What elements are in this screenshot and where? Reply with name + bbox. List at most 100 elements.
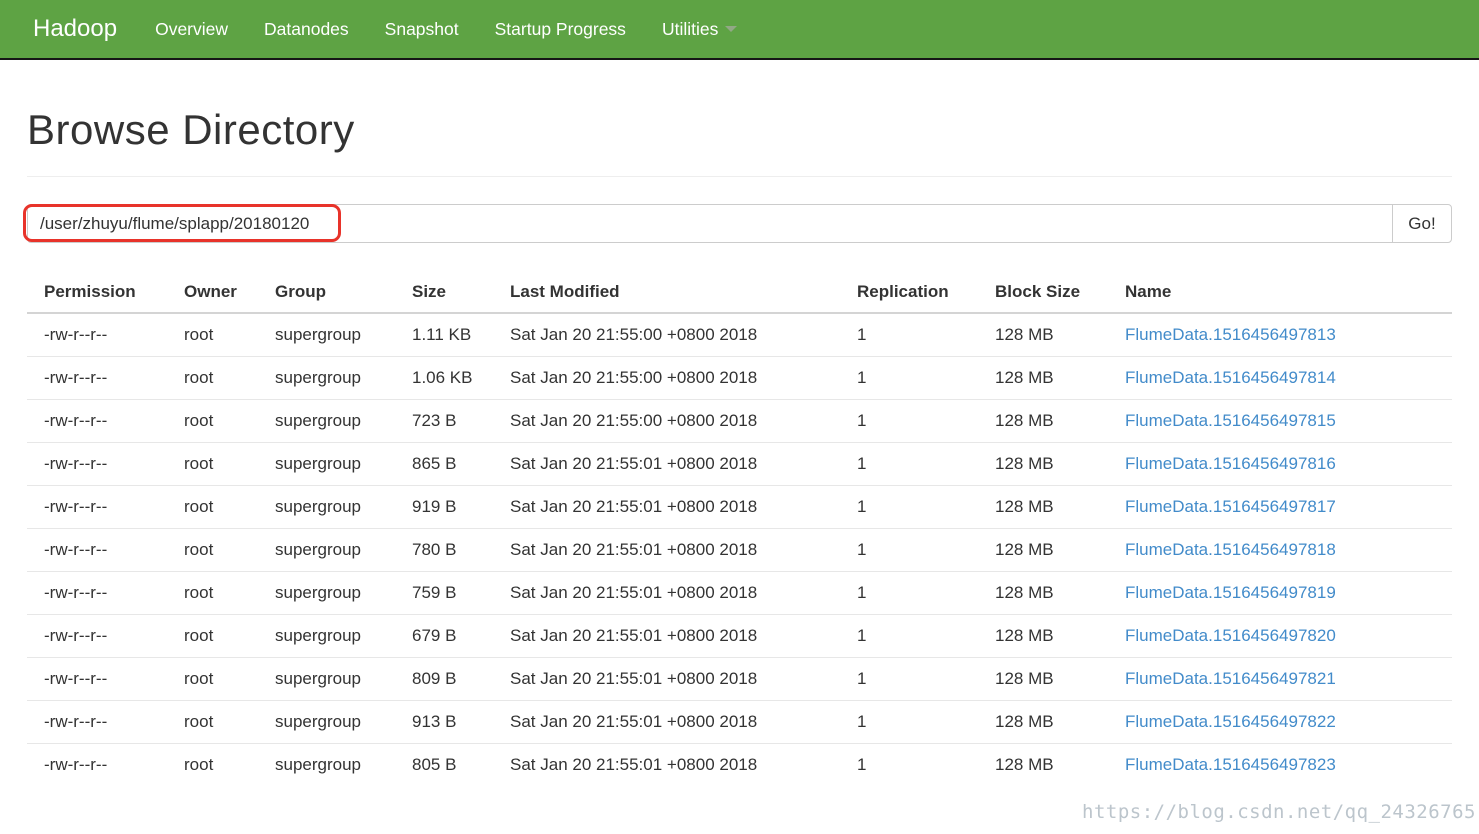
table-row: -rw-r--r-- root supergroup 679 B Sat Jan… bbox=[27, 614, 1452, 658]
replication-cell: 1 bbox=[840, 442, 978, 486]
size-cell: 865 B bbox=[395, 442, 493, 486]
nav-item-startup-progress[interactable]: Startup Progress bbox=[494, 18, 626, 39]
file-link[interactable]: FlumeData.1516456497816 bbox=[1125, 454, 1336, 473]
group-cell: supergroup bbox=[258, 528, 395, 572]
replication-cell: 1 bbox=[840, 700, 978, 744]
go-button[interactable]: Go! bbox=[1392, 204, 1452, 243]
file-link[interactable]: FlumeData.1516456497818 bbox=[1125, 540, 1336, 559]
caret-down-icon bbox=[725, 26, 738, 32]
owner-cell: root bbox=[167, 743, 258, 786]
block-size-cell: 128 MB bbox=[978, 700, 1108, 744]
name-cell: FlumeData.1516456497817 bbox=[1108, 485, 1452, 529]
directory-path-input[interactable] bbox=[27, 204, 1393, 243]
permission-cell: -rw-r--r-- bbox=[27, 571, 167, 615]
column-header-block-size: Block Size bbox=[978, 272, 1108, 314]
file-link[interactable]: FlumeData.1516456497823 bbox=[1125, 755, 1336, 774]
nav-item-overview[interactable]: Overview bbox=[155, 18, 229, 39]
file-link[interactable]: FlumeData.1516456497817 bbox=[1125, 497, 1336, 516]
table-header-row: Permission Owner Group Size Last Modifie… bbox=[27, 272, 1452, 314]
name-cell: FlumeData.1516456497816 bbox=[1108, 442, 1452, 486]
group-cell: supergroup bbox=[258, 743, 395, 786]
file-link[interactable]: FlumeData.1516456497822 bbox=[1125, 712, 1336, 731]
last-modified-cell: Sat Jan 20 21:55:01 +0800 2018 bbox=[493, 571, 840, 615]
block-size-cell: 128 MB bbox=[978, 356, 1108, 400]
permission-cell: -rw-r--r-- bbox=[27, 485, 167, 529]
owner-cell: root bbox=[167, 442, 258, 486]
replication-cell: 1 bbox=[840, 485, 978, 529]
file-link[interactable]: FlumeData.1516456497814 bbox=[1125, 368, 1336, 387]
size-cell: 723 B bbox=[395, 399, 493, 443]
column-header-last-modified: Last Modified bbox=[493, 272, 840, 314]
last-modified-cell: Sat Jan 20 21:55:01 +0800 2018 bbox=[493, 657, 840, 701]
block-size-cell: 128 MB bbox=[978, 528, 1108, 572]
table-row: -rw-r--r-- root supergroup 723 B Sat Jan… bbox=[27, 399, 1452, 443]
group-cell: supergroup bbox=[258, 442, 395, 486]
table-row: -rw-r--r-- root supergroup 919 B Sat Jan… bbox=[27, 485, 1452, 529]
owner-cell: root bbox=[167, 528, 258, 572]
owner-cell: root bbox=[167, 657, 258, 701]
replication-cell: 1 bbox=[840, 657, 978, 701]
nav-item-datanodes[interactable]: Datanodes bbox=[264, 18, 349, 39]
size-cell: 780 B bbox=[395, 528, 493, 572]
name-cell: FlumeData.1516456497818 bbox=[1108, 528, 1452, 572]
column-header-owner: Owner bbox=[167, 272, 258, 314]
column-header-name: Name bbox=[1108, 272, 1452, 314]
title-divider bbox=[27, 176, 1452, 177]
file-link[interactable]: FlumeData.1516456497813 bbox=[1125, 325, 1336, 344]
nav-item-utilities-label: Utilities bbox=[661, 18, 719, 39]
owner-cell: root bbox=[167, 399, 258, 443]
replication-cell: 1 bbox=[840, 614, 978, 658]
permission-cell: -rw-r--r-- bbox=[27, 614, 167, 658]
nav-item-snapshot[interactable]: Snapshot bbox=[384, 18, 459, 39]
table-row: -rw-r--r-- root supergroup 805 B Sat Jan… bbox=[27, 743, 1452, 786]
file-link[interactable]: FlumeData.1516456497819 bbox=[1125, 583, 1336, 602]
replication-cell: 1 bbox=[840, 356, 978, 400]
block-size-cell: 128 MB bbox=[978, 614, 1108, 658]
path-input-group: Go! bbox=[23, 204, 1452, 243]
replication-cell: 1 bbox=[840, 571, 978, 615]
permission-cell: -rw-r--r-- bbox=[27, 312, 167, 357]
owner-cell: root bbox=[167, 571, 258, 615]
column-header-replication: Replication bbox=[840, 272, 978, 314]
block-size-cell: 128 MB bbox=[978, 571, 1108, 615]
navbar-brand[interactable]: Hadoop bbox=[33, 15, 118, 42]
file-link[interactable]: FlumeData.1516456497821 bbox=[1125, 669, 1336, 688]
owner-cell: root bbox=[167, 614, 258, 658]
name-cell: FlumeData.1516456497813 bbox=[1108, 312, 1452, 357]
file-link[interactable]: FlumeData.1516456497820 bbox=[1125, 626, 1336, 645]
file-link[interactable]: FlumeData.1516456497815 bbox=[1125, 411, 1336, 430]
name-cell: FlumeData.1516456497820 bbox=[1108, 614, 1452, 658]
block-size-cell: 128 MB bbox=[978, 312, 1108, 357]
group-cell: supergroup bbox=[258, 312, 395, 357]
permission-cell: -rw-r--r-- bbox=[27, 356, 167, 400]
last-modified-cell: Sat Jan 20 21:55:00 +0800 2018 bbox=[493, 399, 840, 443]
group-cell: supergroup bbox=[258, 485, 395, 529]
group-cell: supergroup bbox=[258, 614, 395, 658]
group-cell: supergroup bbox=[258, 700, 395, 744]
group-cell: supergroup bbox=[258, 657, 395, 701]
name-cell: FlumeData.1516456497815 bbox=[1108, 399, 1452, 443]
last-modified-cell: Sat Jan 20 21:55:00 +0800 2018 bbox=[493, 312, 840, 357]
last-modified-cell: Sat Jan 20 21:55:01 +0800 2018 bbox=[493, 528, 840, 572]
size-cell: 1.06 KB bbox=[395, 356, 493, 400]
block-size-cell: 128 MB bbox=[978, 399, 1108, 443]
owner-cell: root bbox=[167, 356, 258, 400]
block-size-cell: 128 MB bbox=[978, 657, 1108, 701]
last-modified-cell: Sat Jan 20 21:55:01 +0800 2018 bbox=[493, 700, 840, 744]
group-cell: supergroup bbox=[258, 399, 395, 443]
column-header-group: Group bbox=[258, 272, 395, 314]
navbar: Hadoop Overview Datanodes Snapshot Start… bbox=[0, 0, 1479, 60]
size-cell: 679 B bbox=[395, 614, 493, 658]
table-row: -rw-r--r-- root supergroup 759 B Sat Jan… bbox=[27, 571, 1452, 615]
size-cell: 759 B bbox=[395, 571, 493, 615]
name-cell: FlumeData.1516456497819 bbox=[1108, 571, 1452, 615]
owner-cell: root bbox=[167, 312, 258, 357]
group-cell: supergroup bbox=[258, 571, 395, 615]
nav-item-utilities[interactable]: Utilities bbox=[661, 18, 738, 40]
permission-cell: -rw-r--r-- bbox=[27, 528, 167, 572]
last-modified-cell: Sat Jan 20 21:55:01 +0800 2018 bbox=[493, 442, 840, 486]
last-modified-cell: Sat Jan 20 21:55:01 +0800 2018 bbox=[493, 743, 840, 786]
owner-cell: root bbox=[167, 700, 258, 744]
replication-cell: 1 bbox=[840, 312, 978, 357]
replication-cell: 1 bbox=[840, 399, 978, 443]
